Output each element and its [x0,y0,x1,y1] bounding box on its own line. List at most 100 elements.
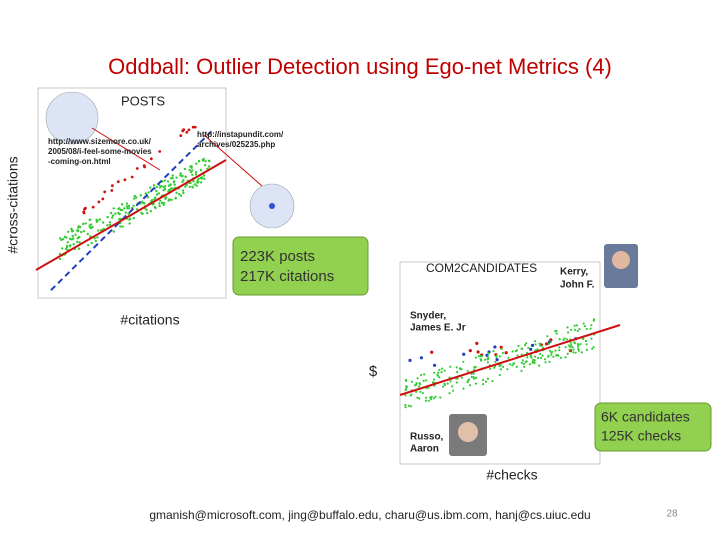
decor-point [90,241,93,245]
axis-label: #checks [486,467,537,483]
decor-point [88,226,92,229]
decor-point [191,169,194,172]
left-plot: POSTS http://www.sizemore.co.uk/ 2005/08… [5,87,369,328]
decor-point [163,179,166,182]
decor-point [410,393,413,396]
decor-point [479,358,482,361]
decor-point [568,348,571,352]
decor-point [152,184,156,187]
decor-point [80,230,83,234]
decor-point [590,324,593,327]
decor-point [195,162,198,165]
decor-point [119,208,123,212]
decor-point [484,358,487,361]
decor-point [516,354,519,357]
decor-point [520,361,523,364]
decor-point [149,210,152,213]
decor-point [184,175,187,178]
decor-point [404,394,407,397]
annotation: archives/025235.php [197,140,275,149]
decor-point [486,361,489,364]
callout-text: 217K citations [240,268,334,285]
decor-point [173,183,176,186]
decor-point [501,351,504,355]
decor-point [139,194,142,197]
decor-point [504,351,508,355]
decor-point [443,382,446,386]
decor-point [97,200,101,204]
decor-point [427,386,430,389]
decor-point [550,351,553,354]
decor-point [72,243,75,246]
decor-point [530,343,535,347]
decor-point [475,376,478,380]
decor-point [417,385,420,388]
decor-point [128,222,131,225]
decor-point [546,335,549,338]
decor-point [469,384,472,387]
decor-point [168,198,171,201]
decor-point [203,164,207,167]
decor-point [410,380,414,383]
decor-point [191,125,195,129]
decor-point [576,342,580,346]
decor-point [82,211,86,215]
decor-point [573,324,576,327]
decor-point [112,230,116,233]
decor-point [195,184,198,187]
decor-point [415,383,418,386]
decor-point [132,204,135,207]
decor-point [175,191,178,194]
decor-point [142,202,146,205]
decor-point [142,164,146,168]
decor-point [534,343,537,346]
decor-point [577,348,580,351]
decor-point [179,172,182,175]
decor-point [157,192,161,195]
decor-point [58,252,62,256]
annotation: Russo, [410,432,444,443]
decor-point [515,349,519,352]
decor-point [77,229,80,232]
annotation: 2005/08/i-feel-some-movies [48,147,152,156]
decor-point [539,357,543,360]
decor-point [570,328,573,331]
decor-point [185,130,189,134]
decor-point [181,189,185,192]
decor-point [155,193,159,196]
decor-point [130,175,134,179]
decor-point [436,374,439,377]
decor-point [208,159,211,163]
decor-point [127,204,131,208]
decor-point [162,203,165,207]
slide-title: Oddball: Outlier Detection using Ego-net… [108,54,612,79]
decor-point [127,212,130,215]
decor-point [71,234,75,238]
decor-point [531,360,535,363]
decor-point [84,206,87,210]
decor-point [162,189,165,192]
decor-point [544,342,549,346]
decor-point [548,360,551,363]
decor-point [460,376,463,379]
decor-point [94,239,98,243]
decor-point [494,360,497,363]
decor-point [577,349,581,352]
decor-point [108,221,112,224]
decor-point [526,356,529,359]
decor-point [419,356,423,360]
annotation: Aaron [410,444,439,455]
decor-point [152,203,155,206]
decor-point [418,382,421,385]
decor-point [93,237,96,240]
decor-point [430,398,433,401]
decor-point [150,199,154,202]
pointer [91,127,161,171]
decor-point [191,173,194,176]
decor-point [422,379,425,382]
decor-point [415,390,418,393]
decor-point [462,360,465,363]
decor-point [554,349,557,352]
decor-point [486,355,489,358]
decor-point [466,381,469,384]
